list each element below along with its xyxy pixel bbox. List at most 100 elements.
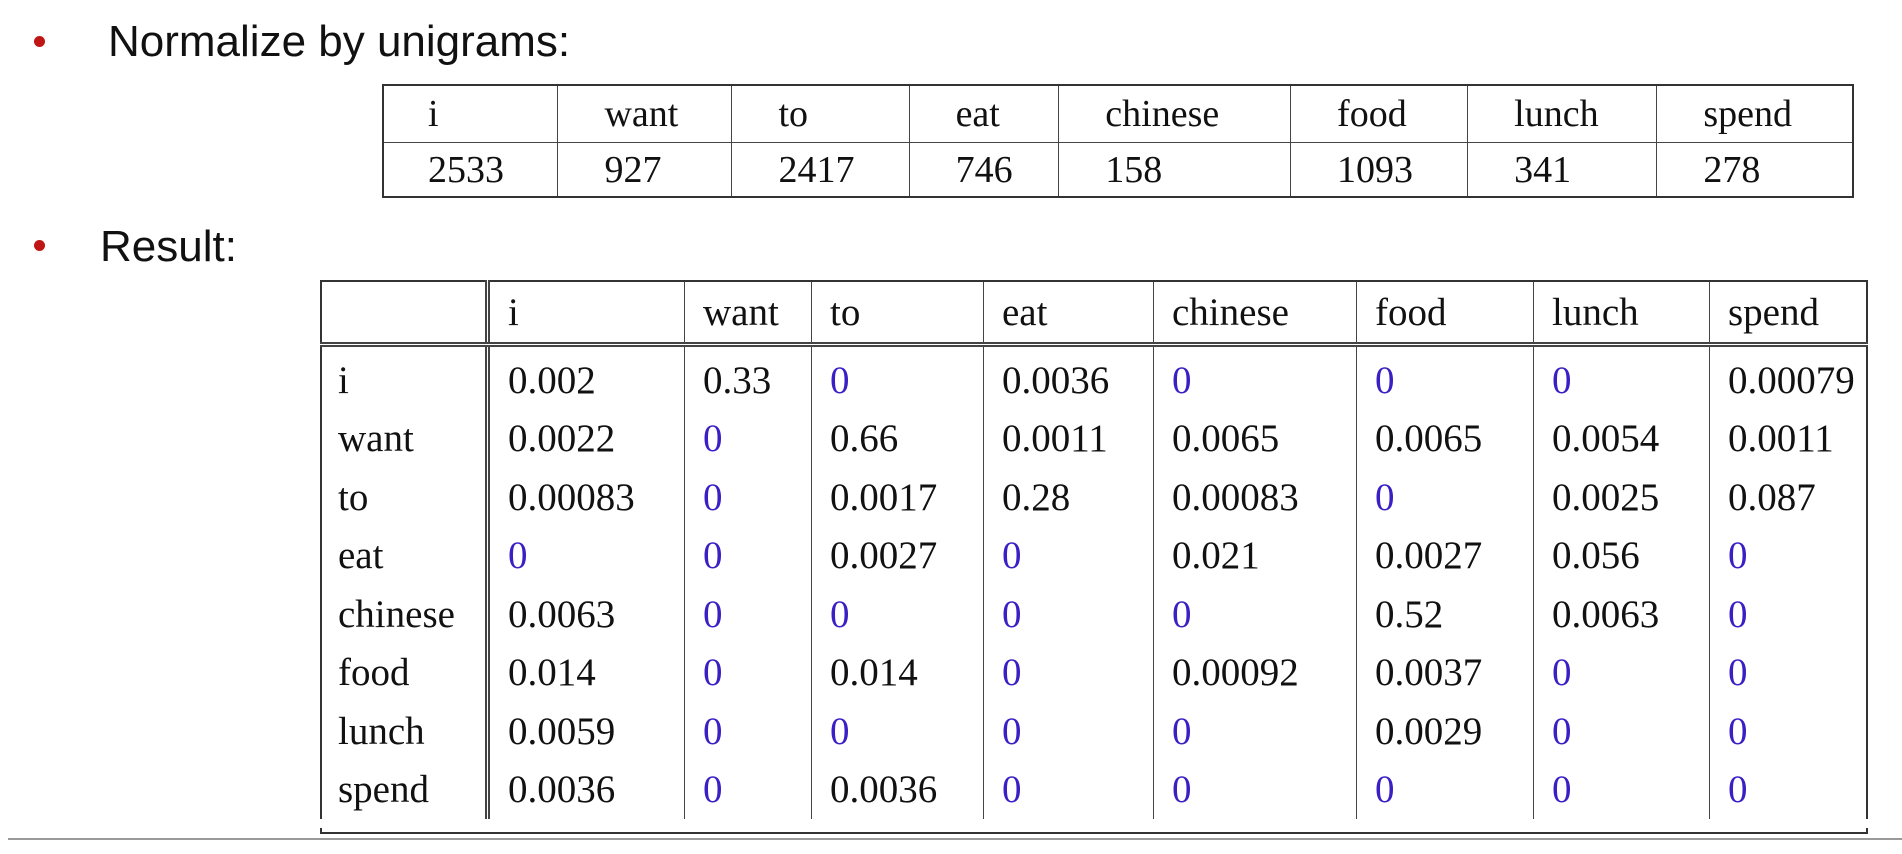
header-cell: want bbox=[557, 84, 733, 143]
column-header: chinese bbox=[1153, 281, 1357, 347]
row-label: eat bbox=[338, 534, 384, 578]
value-cell: 0.014 bbox=[811, 643, 984, 702]
value-cell: 0.0054 bbox=[1533, 409, 1710, 468]
bullet-dot bbox=[34, 240, 45, 251]
heading-result: Result: bbox=[100, 222, 237, 271]
table-row: eat 0 0 0.0027 0 0.021 0.0027 0.056 0 bbox=[321, 526, 1867, 585]
value-cell: 0.002 bbox=[485, 344, 685, 410]
value-cell: 0.056 bbox=[1533, 526, 1710, 585]
value-cell: 0 bbox=[1153, 585, 1357, 644]
column-header: food bbox=[1356, 281, 1534, 347]
value-cell: 0.52 bbox=[1356, 585, 1534, 644]
column-header: lunch bbox=[1533, 281, 1710, 347]
value-cell: 0 bbox=[684, 643, 812, 702]
header-cell: eat bbox=[908, 84, 1060, 143]
value-cell: 0 bbox=[1533, 643, 1710, 702]
row-label: to bbox=[338, 475, 369, 519]
header-cell: i bbox=[382, 84, 559, 143]
value-cell: 0.0025 bbox=[1533, 468, 1710, 527]
header-cell: spend bbox=[1656, 84, 1854, 143]
row-label: food bbox=[338, 651, 410, 695]
value-cell: 0 bbox=[811, 702, 984, 761]
value-cell: 0 bbox=[684, 760, 812, 819]
table-row: want 0.0022 0 0.66 0.0011 0.0065 0.0065 0.0054 0… bbox=[321, 409, 1867, 468]
column-header: eat bbox=[983, 281, 1154, 347]
value-cell: 0.00083 bbox=[1153, 468, 1357, 527]
value-cell: 0.0011 bbox=[983, 409, 1154, 468]
column-header: to bbox=[811, 281, 984, 347]
value-cell: 0 bbox=[684, 585, 812, 644]
value-cell: 0.0036 bbox=[983, 344, 1154, 410]
value-cell: 0 bbox=[684, 526, 812, 585]
value-cell: 0 bbox=[485, 526, 685, 585]
value-cell: 0.0027 bbox=[811, 526, 984, 585]
value-cell: 0.014 bbox=[485, 643, 685, 702]
value-cell: 0 bbox=[1533, 760, 1710, 819]
value-cell: 0.0059 bbox=[485, 702, 685, 761]
value-cell: 0 bbox=[983, 702, 1154, 761]
column-header: spend bbox=[1709, 281, 1867, 347]
header-cell: lunch bbox=[1467, 84, 1658, 143]
value-cell: 0.087 bbox=[1709, 468, 1867, 527]
count-cell: 158 bbox=[1058, 142, 1292, 198]
value-cell: 0.00092 bbox=[1153, 643, 1357, 702]
value-cell: 0 bbox=[1709, 526, 1867, 585]
value-cell: 0.0036 bbox=[485, 760, 685, 819]
result-header-row: i want to eat chinese food lunch spend bbox=[321, 281, 1867, 347]
value-cell: 0.0036 bbox=[811, 760, 984, 819]
header-cell: chinese bbox=[1058, 84, 1292, 143]
table-row: lunch 0.0059 0 0 0 0 0.0029 0 0 bbox=[321, 702, 1867, 761]
header-cell: to bbox=[731, 84, 910, 143]
count-cell: 2417 bbox=[731, 142, 910, 198]
value-cell: 0.021 bbox=[1153, 526, 1357, 585]
unigram-count-table: i want to eat chinese food lunch spend 2… bbox=[382, 84, 1854, 198]
count-cell: 1093 bbox=[1290, 142, 1469, 198]
value-cell: 0.0029 bbox=[1356, 702, 1534, 761]
value-cell: 0 bbox=[684, 468, 812, 527]
value-cell: 0 bbox=[811, 585, 984, 644]
value-cell: 0 bbox=[1709, 643, 1867, 702]
value-cell: 0.0017 bbox=[811, 468, 984, 527]
row-label: spend bbox=[338, 768, 429, 812]
divider-line bbox=[8, 838, 1902, 840]
value-cell: 0.0011 bbox=[1709, 409, 1867, 468]
value-cell: 0.0037 bbox=[1356, 643, 1534, 702]
count-cell: 746 bbox=[908, 142, 1060, 198]
value-cell: 0.0065 bbox=[1356, 409, 1534, 468]
count-cell: 341 bbox=[1467, 142, 1658, 198]
value-cell: 0 bbox=[983, 526, 1154, 585]
value-cell: 0.28 bbox=[983, 468, 1154, 527]
value-cell: 0 bbox=[1709, 702, 1867, 761]
count-cell: 927 bbox=[557, 142, 733, 198]
result-body: i 0.002 0.33 0 0.0036 0 0 0 0.00079 want 0.0022 0 0.… bbox=[321, 344, 1867, 819]
value-cell: 0 bbox=[1356, 344, 1534, 410]
row-label: chinese bbox=[338, 592, 455, 636]
value-cell: 0.66 bbox=[811, 409, 984, 468]
row-label: i bbox=[338, 358, 349, 402]
column-header: i bbox=[485, 281, 685, 347]
corner-cell bbox=[321, 281, 488, 347]
value-cell: 0.0022 bbox=[485, 409, 685, 468]
unigram-header-row: i want to eat chinese food lunch spend bbox=[382, 84, 1854, 143]
value-cell: 0 bbox=[1533, 702, 1710, 761]
value-cell: 0.00079 bbox=[1709, 344, 1867, 410]
value-cell: 0.0063 bbox=[485, 585, 685, 644]
value-cell: 0.0065 bbox=[1153, 409, 1357, 468]
table-row: to 0.00083 0 0.0017 0.28 0.00083 0 0.0025 0.087 bbox=[321, 468, 1867, 527]
bigram-probability-table: i want to eat chinese food lunch spend i… bbox=[320, 280, 1868, 819]
table-row: chinese 0.0063 0 0 0 0 0.52 0.0063 0 bbox=[321, 585, 1867, 644]
value-cell: 0 bbox=[1356, 468, 1534, 527]
header-cell: food bbox=[1290, 84, 1469, 143]
value-cell: 0.0063 bbox=[1533, 585, 1710, 644]
value-cell: 0 bbox=[983, 760, 1154, 819]
heading-normalize: Normalize by unigrams: bbox=[108, 17, 571, 66]
value-cell: 0 bbox=[983, 643, 1154, 702]
value-cell: 0 bbox=[1709, 760, 1867, 819]
result-table-wrapper: i want to eat chinese food lunch spend i… bbox=[320, 280, 1868, 834]
value-cell: 0 bbox=[811, 344, 984, 410]
bullet-dot bbox=[34, 36, 45, 47]
value-cell: 0 bbox=[1153, 702, 1357, 761]
value-cell: 0 bbox=[684, 702, 812, 761]
row-label: want bbox=[338, 417, 414, 461]
value-cell: 0 bbox=[1533, 344, 1710, 410]
